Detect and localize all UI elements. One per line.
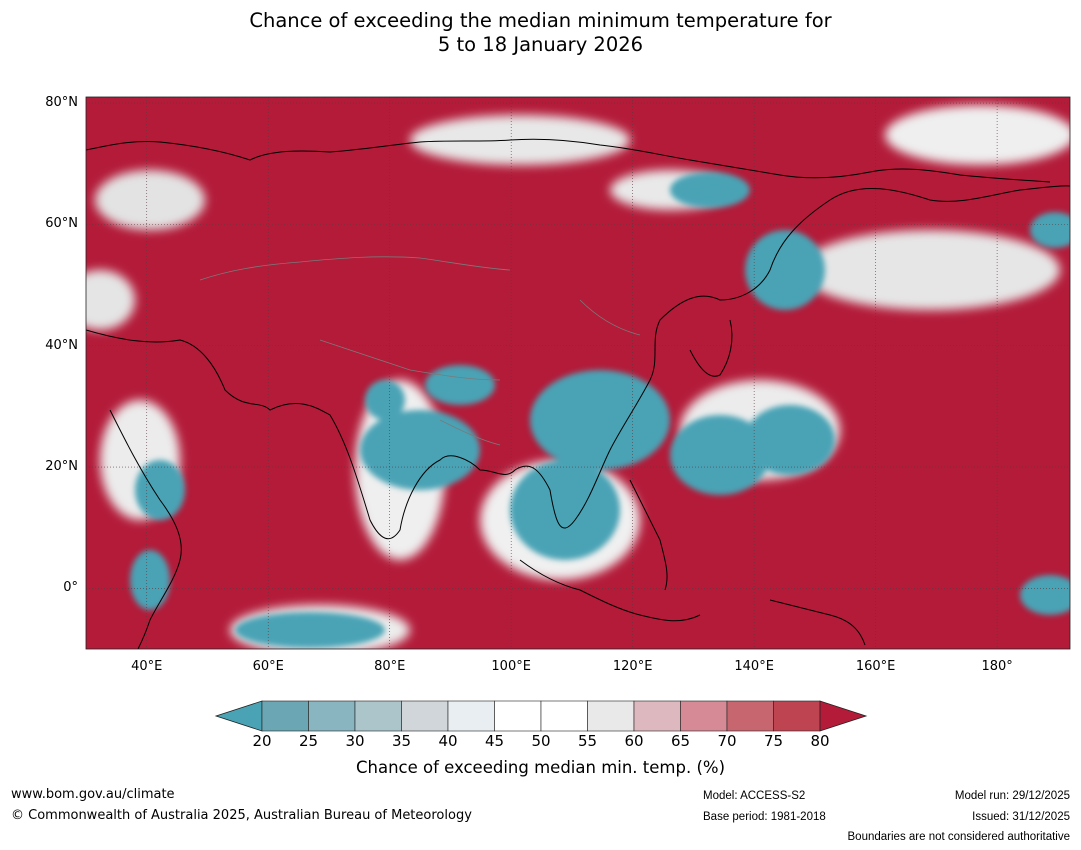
- longitude-label: 80°E: [374, 659, 406, 674]
- base-period-text: Base period: 1981-2018: [703, 811, 826, 823]
- latitude-label: 80°N: [45, 95, 78, 111]
- longitude-label: 120°E: [612, 659, 653, 674]
- colorbar-segment: [540, 700, 588, 732]
- colorbar-tick-label: 35: [391, 732, 412, 750]
- disclaimer-text: Boundaries are not considered authoritat…: [847, 831, 1070, 843]
- title-line-2: 5 to 18 January 2026: [437, 33, 644, 56]
- colorbar-tick-label: 50: [531, 732, 551, 750]
- below-median-zones: [130, 172, 1070, 648]
- latitude-label: 20°N: [45, 459, 78, 475]
- website-link[interactable]: www.bom.gov.au/climate: [11, 787, 175, 802]
- colorbar-segment: [633, 700, 681, 732]
- colorbar-tick-label: 65: [670, 732, 691, 750]
- country-boundaries: [199, 256, 641, 446]
- colorbar-segment: [680, 700, 728, 732]
- map-title: Chance of exceeding the median minimum t…: [0, 9, 1081, 57]
- colorbar-segment: [494, 700, 542, 732]
- colorbar-segment: [308, 700, 356, 732]
- colorbar-tick-label: 55: [577, 732, 598, 750]
- colorbar-segment: [261, 700, 309, 732]
- colorbar-tick-label: 70: [717, 732, 737, 750]
- colorbar-label: Chance of exceeding median min. temp. (%…: [355, 758, 726, 777]
- colorbar-over-arrow: [819, 700, 868, 732]
- colorbar-tick-label: 40: [438, 732, 458, 750]
- colorbar-tick-label: 45: [484, 732, 505, 750]
- colorbar-segment: [587, 700, 635, 732]
- coastlines: [86, 138, 1070, 649]
- issued-text: Issued: 31/12/2025: [972, 811, 1070, 823]
- latitude-label: 40°N: [45, 337, 78, 353]
- latitude-label: 60°N: [45, 216, 78, 232]
- longitude-label: 40°E: [131, 659, 163, 674]
- colorbar-tick-label: 75: [763, 732, 784, 750]
- colorbar-segment: [773, 700, 821, 732]
- longitude-label: 180°: [981, 659, 1013, 674]
- colorbar-segment: [354, 700, 402, 732]
- copyright-text: © Commonwealth of Australia 2025, Austra…: [11, 808, 472, 823]
- colorbar-tick-label: 20: [252, 732, 272, 750]
- model-text: Model: ACCESS-S2: [703, 790, 806, 802]
- latitude-label: 0°: [63, 580, 78, 596]
- colorbar-segment: [447, 700, 495, 732]
- colorbar-segment: [401, 700, 449, 732]
- graticule: [86, 97, 1070, 649]
- model-run-text: Model run: 29/12/2025: [954, 790, 1070, 802]
- map-frame: [85, 96, 1071, 650]
- longitude-label: 140°E: [734, 659, 774, 674]
- title-line-1: Chance of exceeding the median minimum t…: [249, 9, 832, 32]
- colorbar-tick-label: 60: [624, 732, 644, 750]
- colorbar-under-arrow: [214, 700, 263, 732]
- colorbar-tick-label: 80: [810, 732, 830, 750]
- longitude-label: 100°E: [491, 659, 531, 674]
- colorbar-tick-label: 25: [298, 732, 319, 750]
- longitude-label: 60°E: [252, 659, 284, 674]
- longitude-label: 160°E: [855, 659, 896, 674]
- forecast-map: [85, 96, 1071, 650]
- colorbar-tick-label: 30: [345, 732, 365, 750]
- colorbar-segment: [726, 700, 774, 732]
